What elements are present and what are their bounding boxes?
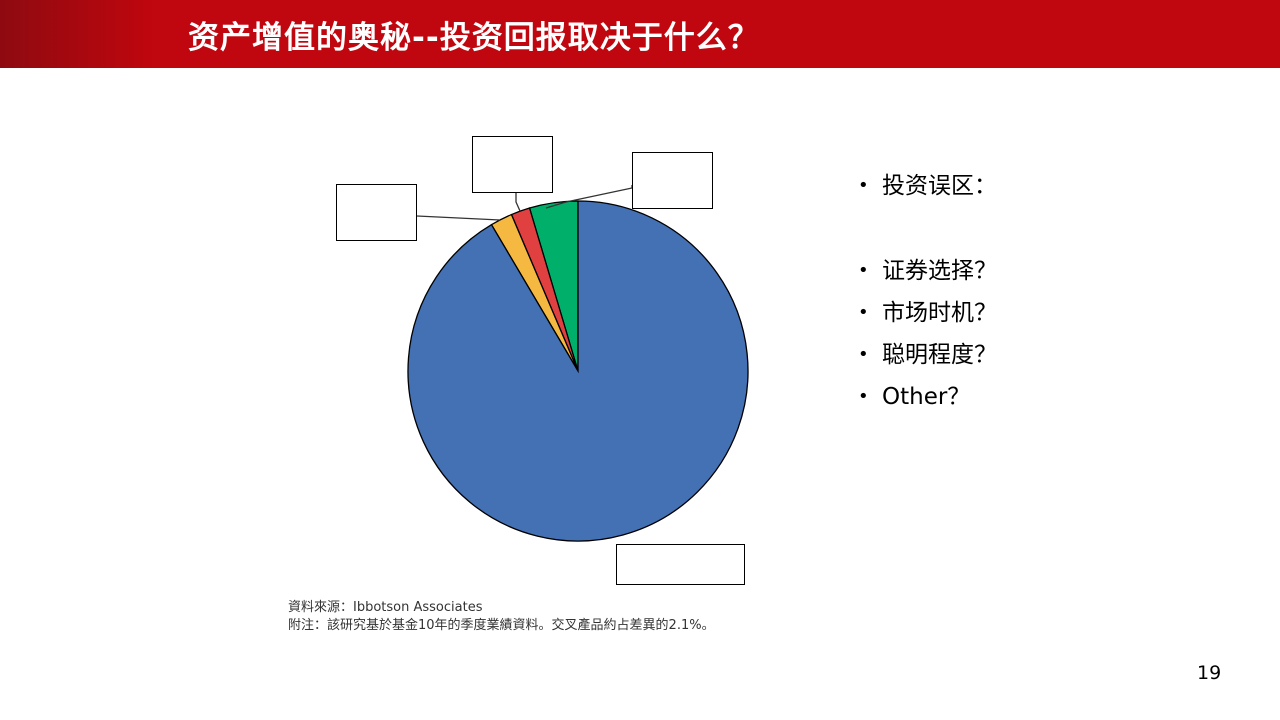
bullet-item: 市场时机？ bbox=[858, 297, 997, 339]
bullet-list: 投资误区： 证券选择？ 市场时机？ 聪明程度？ Other？ bbox=[858, 170, 997, 423]
bullet-item: 证券选择？ bbox=[858, 255, 997, 297]
leader-line-yellow bbox=[416, 215, 501, 221]
slide-title: 资产增值的奥秘--投资回报取决于什么？ bbox=[188, 20, 760, 56]
data-label-blue bbox=[616, 544, 745, 585]
bullet-heading: 投资误区： bbox=[858, 170, 997, 212]
bullet-item: Other？ bbox=[858, 381, 997, 423]
pie-slice-3 bbox=[407, 200, 749, 542]
data-label-red bbox=[472, 136, 553, 193]
data-label-green bbox=[632, 152, 713, 209]
data-label-yellow bbox=[336, 184, 417, 241]
leader-line-red bbox=[515, 193, 521, 212]
page-number: 19 bbox=[1197, 662, 1222, 684]
title-bar: 资产增值的奥秘--投资回报取决于什么？ bbox=[0, 0, 1280, 68]
footnote-line: 附注：該研究基於基金10年的季度業績資料。交叉產品約占差異的2.1%。 bbox=[288, 618, 715, 633]
source-line: 資料來源：Ibbotson Associates bbox=[288, 600, 483, 615]
source-note: 資料來源：Ibbotson Associates 附注：該研究基於基金10年的季… bbox=[288, 599, 715, 635]
bullet-item: 聪明程度？ bbox=[858, 339, 997, 381]
